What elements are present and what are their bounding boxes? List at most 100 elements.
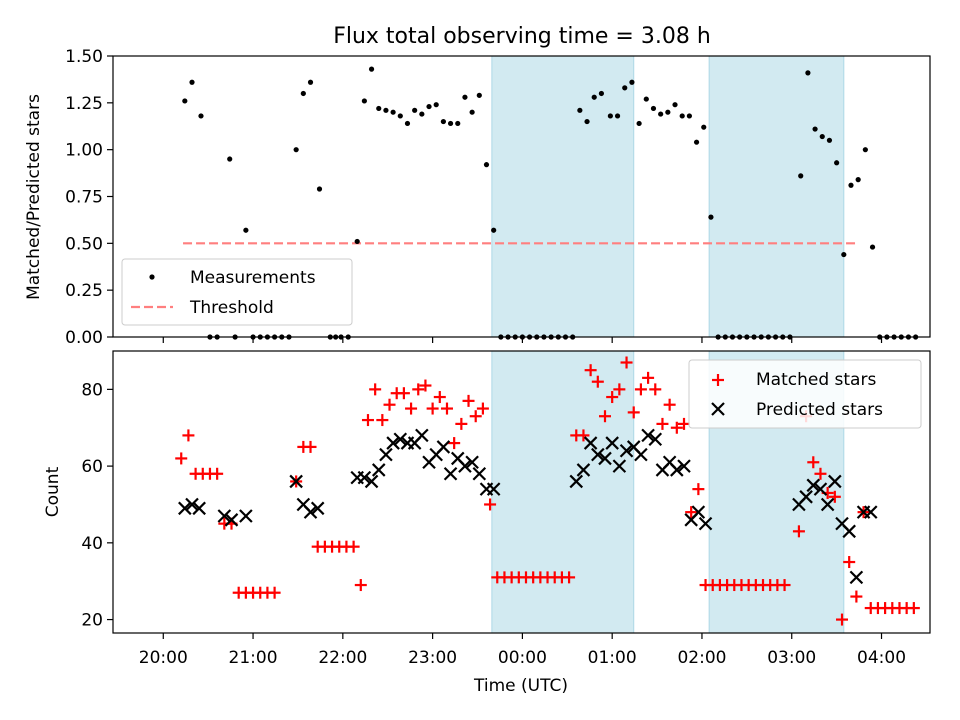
x-tick-label-3: 23:00 xyxy=(408,648,457,668)
predicted-point-14 xyxy=(379,447,393,462)
predicted-point-stroke xyxy=(806,478,821,493)
predicted-point-stroke xyxy=(217,509,232,523)
count-y-axis: 20 40 60 80 xyxy=(81,380,113,631)
measurement-point-64 xyxy=(658,111,664,117)
measurement-point-5 xyxy=(227,156,233,162)
measurement-point-54 xyxy=(584,118,590,125)
predicted-point-33 xyxy=(591,447,605,462)
measurement-point-26 xyxy=(383,107,389,113)
measurement-point-86 xyxy=(819,133,825,140)
predicted-point-47 xyxy=(691,505,706,519)
predicted-point-13 xyxy=(371,463,386,477)
predicted-point-stroke xyxy=(835,516,849,531)
predicted-point-stroke xyxy=(612,459,627,473)
measurement-point-41 xyxy=(491,227,497,233)
predicted-point-stroke xyxy=(450,451,465,466)
predicted-point-stroke xyxy=(443,466,458,481)
predicted-point-37 xyxy=(619,443,634,458)
matched-point-25 xyxy=(369,383,382,396)
matched-point-62 xyxy=(634,383,647,396)
measurement-point-65 xyxy=(665,109,671,115)
count-points xyxy=(175,356,920,626)
count-y-tick-label-1: 40 xyxy=(81,534,103,554)
predicted-point-stroke xyxy=(379,447,393,462)
predicted-point-51 xyxy=(806,478,821,493)
x-tick-label-2: 22:00 xyxy=(318,648,367,668)
ratio-y-tick-label-4: 1.00 xyxy=(65,141,103,161)
x-tick-label-8: 04:00 xyxy=(857,648,906,668)
predicted-point-stroke xyxy=(185,497,199,512)
matched-point-58 xyxy=(606,391,619,404)
measurement-point-83 xyxy=(798,173,804,179)
measurement-point-30 xyxy=(412,107,418,113)
measurement-point-93 xyxy=(869,244,876,250)
measurement-points xyxy=(182,66,919,340)
predicted-point-stroke xyxy=(583,436,598,450)
predicted-point-22 xyxy=(436,440,451,454)
predicted-point-stroke xyxy=(605,436,619,450)
measurement-point-59 xyxy=(622,85,628,91)
predicted-point-40 xyxy=(641,428,655,443)
measurement-point-58 xyxy=(614,113,621,119)
matched-point-99 xyxy=(907,602,920,615)
ratio-y-tick-label-0: 0.00 xyxy=(65,328,103,348)
matched-point-0 xyxy=(175,452,188,465)
predicted-point-stroke xyxy=(364,474,379,489)
matched-point-41 xyxy=(484,498,497,511)
measurement-point-56 xyxy=(598,90,605,97)
ratio-y-tick-label-2: 0.50 xyxy=(65,234,103,254)
predicted-point-stroke xyxy=(569,474,584,489)
predicted-point-stroke xyxy=(192,501,206,516)
predicted-point-stroke xyxy=(863,505,878,519)
measurement-point-71 xyxy=(708,214,714,220)
measurement-point-92 xyxy=(862,147,868,153)
predicted-point-44 xyxy=(670,463,684,477)
legend-threshold-label: Threshold xyxy=(189,298,274,318)
measurement-point-23 xyxy=(361,98,367,104)
predicted-point-stroke xyxy=(619,443,634,458)
matched-point-1 xyxy=(182,429,195,442)
measurement-point-66 xyxy=(672,102,678,108)
predicted-point-stroke xyxy=(842,524,856,539)
legend-predicted-label: Predicted stars xyxy=(756,400,883,420)
measurement-point-29 xyxy=(404,120,411,127)
predicted-point-26 xyxy=(465,455,479,470)
measurement-point-31 xyxy=(419,111,425,117)
measurement-point-63 xyxy=(650,105,657,112)
count-legend: Matched stars Predicted stars xyxy=(688,359,922,429)
measurement-point-68 xyxy=(686,113,692,119)
measurement-point-57 xyxy=(607,113,613,119)
x-tick-label-1: 21:00 xyxy=(229,648,278,668)
predicted-point-stroke xyxy=(436,440,451,454)
predicted-point-32 xyxy=(583,436,598,450)
matched-point-35 xyxy=(440,402,453,415)
predicted-point-1 xyxy=(185,497,199,512)
predicted-point-stroke xyxy=(648,432,663,447)
predicted-point-36 xyxy=(612,459,627,473)
predicted-point-stroke xyxy=(224,513,239,527)
x-tick-label-0: 20:00 xyxy=(139,648,188,668)
predicted-point-35 xyxy=(605,436,619,450)
predicted-point-stroke xyxy=(357,470,372,485)
matched-point-82 xyxy=(778,579,791,592)
matched-point-23 xyxy=(354,579,367,592)
matched-point-91 xyxy=(850,590,863,603)
matched-point-89 xyxy=(836,613,849,626)
predicted-point-15 xyxy=(386,436,400,450)
predicted-point-stroke xyxy=(289,474,303,489)
predicted-point-57 xyxy=(849,570,864,585)
measurement-point-34 xyxy=(440,118,446,125)
predicted-point-50 xyxy=(799,490,813,504)
predicted-point-45 xyxy=(677,459,691,473)
predicted-point-stroke xyxy=(458,459,472,473)
ratio-y-tick-label-1: 0.25 xyxy=(65,281,103,301)
measurement-point-2 xyxy=(198,113,204,119)
predicted-point-stroke xyxy=(598,451,612,466)
x-tick-label-6: 02:00 xyxy=(677,648,726,668)
predicted-point-9 xyxy=(310,501,325,516)
ratio-observing-span-1 xyxy=(708,55,845,338)
predicted-point-59 xyxy=(863,505,878,519)
predicted-point-31 xyxy=(576,463,591,477)
predicted-point-2 xyxy=(192,501,206,516)
predicted-point-8 xyxy=(303,505,318,519)
